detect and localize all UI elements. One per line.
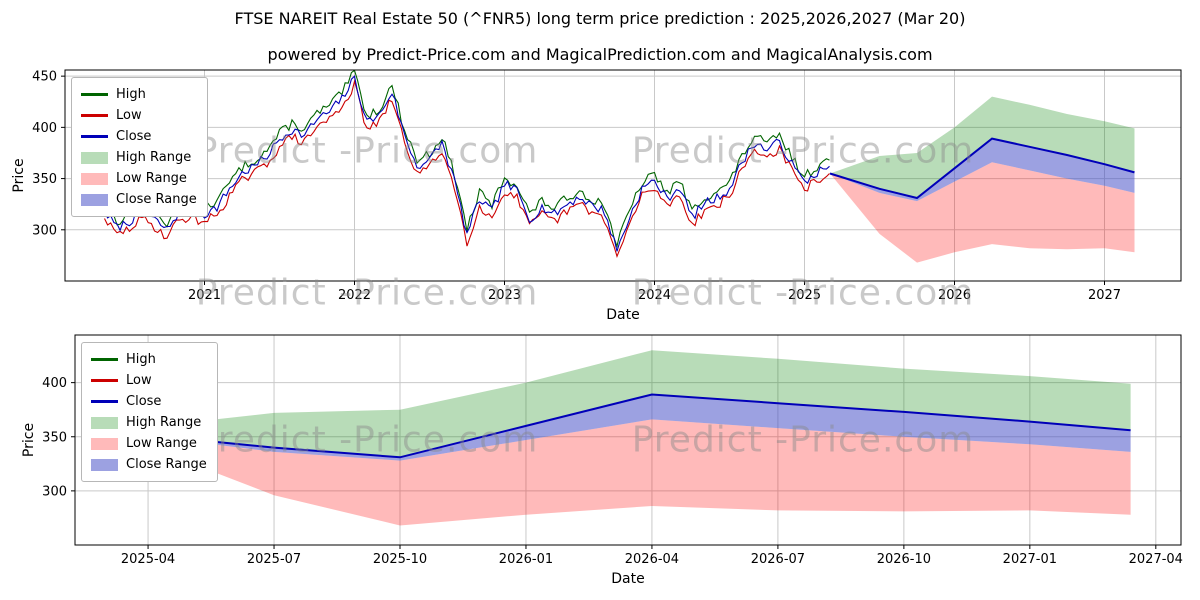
legend-item-close: Close: [91, 391, 207, 412]
plot-area: [107, 350, 1131, 526]
legend-line-swatch: [91, 400, 118, 403]
legend-line-swatch: [81, 93, 108, 96]
legend-label: Close Range: [126, 457, 207, 472]
legend-label: Low Range: [116, 171, 187, 186]
plot-area: [104, 70, 1135, 263]
x-tick-label: 2026-10: [877, 552, 931, 567]
high-range-band: [830, 96, 1135, 198]
y-tick-label: 300: [32, 223, 57, 238]
legend-item-low-range: Low Range: [91, 433, 207, 454]
y-tick-label: 400: [32, 121, 57, 136]
chart-subtitle: powered by Predict-Price.com and Magical…: [267, 45, 933, 64]
legend-item-low: Low: [91, 370, 207, 391]
high-range-band: [107, 350, 1131, 458]
x-tick-label: 2025: [788, 288, 821, 303]
x-tick-label: 2021: [188, 288, 221, 303]
legend-line-swatch: [81, 114, 108, 117]
legend-patch-swatch: [91, 416, 118, 429]
y-tick-label: 350: [42, 430, 67, 445]
x-tick-label: 2026: [938, 288, 971, 303]
legend-item-high-range: High Range: [91, 412, 207, 433]
x-tick-label: 2025-07: [247, 552, 301, 567]
legend-line-swatch: [81, 135, 108, 138]
close-range-band: [830, 138, 1135, 202]
close-range-band: [107, 394, 1131, 461]
legend-label: Low Range: [126, 436, 197, 451]
x-axis-label: Date: [606, 307, 639, 323]
legend-label: High Range: [116, 150, 192, 165]
x-tick-label: 2025-04: [121, 552, 175, 567]
legend-item-close: Close: [81, 126, 197, 147]
legend-item-high: High: [81, 84, 197, 105]
x-tick-label: 2023: [488, 288, 521, 303]
legend-patch-swatch: [81, 193, 108, 206]
legend-label: Low: [116, 108, 142, 123]
legend-patch-swatch: [91, 437, 118, 450]
y-axis-label: Price: [11, 158, 27, 192]
axes-frame: [64, 69, 1182, 282]
x-tick-label: 2027-04: [1129, 552, 1183, 567]
x-tick-label: 2022: [338, 288, 371, 303]
x-axis-label: Date: [611, 571, 644, 587]
legend-item-low-range: Low Range: [81, 168, 197, 189]
x-tick-label: 2026-07: [751, 552, 805, 567]
x-tick-label: 2026-04: [625, 552, 679, 567]
legend-patch-swatch: [91, 458, 118, 471]
legend-patch-swatch: [81, 172, 108, 185]
legend-label: Close Range: [116, 192, 197, 207]
legend-item-high-range: High Range: [81, 147, 197, 168]
x-tick-label: 2027-01: [1003, 552, 1057, 567]
legend-label: High: [116, 87, 146, 102]
legend-item-close-range: Close Range: [81, 189, 197, 210]
legend-item-high: High: [91, 349, 207, 370]
low-line: [104, 79, 830, 258]
y-tick-label: 300: [42, 484, 67, 499]
legend-item-close-range: Close Range: [91, 454, 207, 475]
legend-line-swatch: [91, 379, 118, 382]
legend-label: Low: [126, 373, 152, 388]
chart-bottom: 2025-04 2025-07 2025-10 2026-01 2026-04 2026-…: [21, 334, 1183, 587]
legend-top-chart: High Low Close High Range Low Range Close Ran…: [71, 77, 208, 217]
y-axis-label: Price: [21, 423, 37, 457]
low-range-band: [830, 162, 1135, 263]
legend-label: Close: [126, 394, 162, 409]
legend-line-swatch: [91, 358, 118, 361]
legend-item-low: Low: [81, 105, 197, 126]
x-tick-label: 2025-10: [373, 552, 427, 567]
chart-top: 2021 2022 2023 2024 2025 2026 2027 300 350 400 450…: [11, 69, 1182, 323]
chart-title: FTSE NAREIT Real Estate 50 (^FNR5) long …: [234, 9, 966, 28]
legend-patch-swatch: [81, 151, 108, 164]
x-tick-label: 2026-01: [499, 552, 553, 567]
high-line: [104, 70, 830, 249]
legend-label: High Range: [126, 415, 202, 430]
close-forecast-line: [107, 393, 1131, 459]
legend-bottom-chart: High Low Close High Range Low Range Close Ran…: [81, 342, 218, 482]
y-tick-label: 350: [32, 172, 57, 187]
legend-label: Close: [116, 129, 152, 144]
y-tick-label: 450: [32, 70, 57, 85]
close-forecast-line: [829, 137, 1135, 200]
legend-label: High: [126, 352, 156, 367]
x-tick-label: 2024: [638, 288, 671, 303]
axes-frame: [74, 334, 1182, 546]
close-line: [104, 75, 830, 252]
y-tick-label: 400: [42, 376, 67, 391]
x-tick-label: 2027: [1088, 288, 1121, 303]
low-range-band: [107, 419, 1131, 526]
